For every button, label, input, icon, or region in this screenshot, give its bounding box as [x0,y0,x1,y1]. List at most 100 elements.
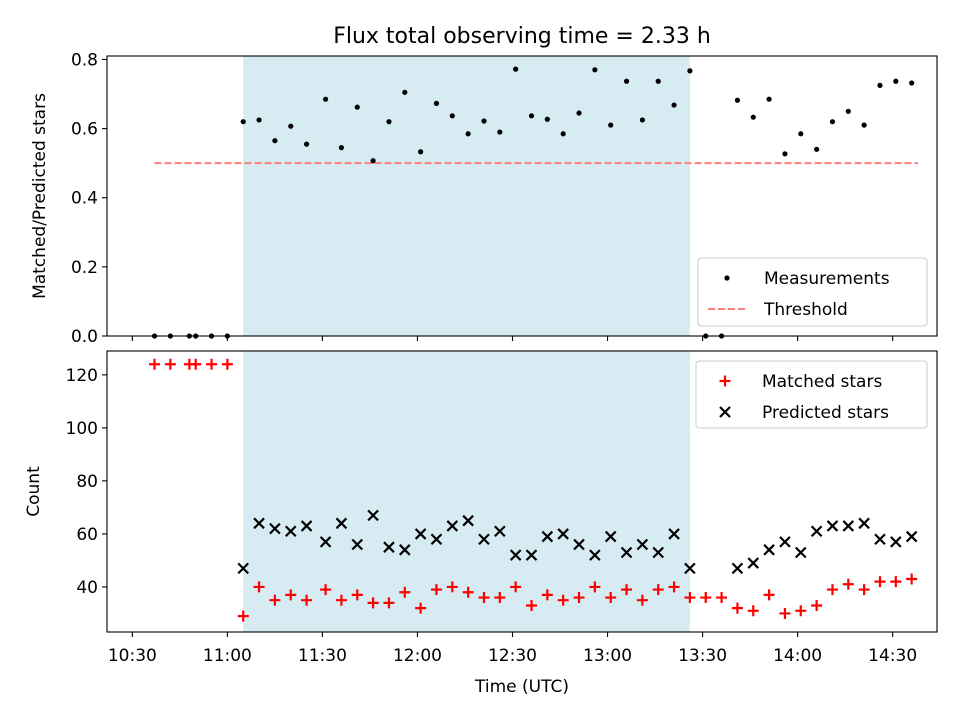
predicted-point [351,538,364,551]
predicted-point [842,520,855,532]
matched-point [149,358,161,370]
predicted-point [636,538,649,551]
matched-point [700,592,712,604]
y-tick-label: 0.0 [71,327,98,347]
measurement-point [386,119,392,125]
matched-point [811,599,823,611]
measurement-point [288,123,294,129]
predicted-point [446,520,459,532]
predicted-point [652,546,664,559]
y-tick-label: 60 [76,525,98,545]
matched-point [652,584,664,596]
predicted-point [509,549,522,561]
predicted-point [430,533,443,545]
measurement-point [845,108,851,114]
measurement-point [750,114,756,120]
predicted-point [319,536,332,548]
matched-point [874,576,886,588]
legend-box [695,360,928,429]
legend-measurement-swatch [724,275,730,281]
x-tick-label: 11:00 [203,646,252,666]
predicted-point [300,520,313,532]
predicted-point [684,562,696,575]
measurement-point [623,78,630,84]
matched-point [557,594,569,606]
top-panel: 0.0 0.2 0.4 0.6 0.8 Matched/Predicted stars Me… [30,50,938,347]
predicted-point [494,525,506,538]
matched-point [858,584,870,596]
legend-label: Matched stars [762,372,882,392]
matched-point [351,589,363,601]
matched-point [269,594,281,606]
predicted-point [810,525,823,538]
measurement-point [513,66,519,72]
measurement-point [639,117,645,123]
measurement-point [909,80,915,86]
predicted-point [462,514,474,527]
predicted-point [589,549,601,561]
matched-point [906,573,918,585]
matched-point [301,594,313,606]
matched-point [890,576,902,588]
matched-point [253,581,265,593]
y-tick-label: 80 [76,472,98,492]
matched-point [668,581,680,593]
matched-point [779,607,791,619]
observing-span [243,56,690,336]
predicted-point [763,544,775,556]
matched-point [415,602,427,614]
matched-point [510,581,522,593]
axes-frame [106,55,938,337]
predicted-point [335,517,348,530]
measurement-point [370,158,376,164]
predicted-point [668,528,680,540]
legend-label: Predicted stars [762,403,889,423]
measurement-point [544,116,550,122]
chart-title: Flux total observing time = 2.33 h [333,24,711,49]
matched-point [221,358,233,370]
measurement-point [592,67,598,73]
matched-point [164,358,176,370]
x-tick-label: 11:30 [298,646,347,666]
matched-point [478,592,490,604]
matched-point [383,597,395,609]
predicted-point [383,541,395,553]
predicted-point [541,530,554,543]
predicted-point [731,562,744,575]
y-tick-label: 120 [66,366,98,386]
legend: Measurements Threshold [697,257,928,327]
measurement-point [272,138,278,144]
legend-label: Threshold [763,300,848,320]
measurement-point [687,68,693,74]
matched-point [589,581,601,593]
measurement-point [402,89,408,95]
measurement-point [829,119,836,125]
measurement-point [766,96,772,102]
predicted-point [399,544,411,556]
matched-point [605,592,617,604]
measurement-point [338,145,345,151]
predicted-point [478,533,490,545]
matched-point [573,592,585,604]
x-tick-label: 10:30 [108,646,157,666]
x-axis-label: Time (UTC) [474,677,569,697]
measurement-point [481,118,487,124]
x-tick-label: 12:30 [488,646,537,666]
predicted-point [905,530,918,543]
y-tick-label: 0.8 [71,50,98,70]
matched-point [795,605,807,617]
matched-point [206,358,218,370]
x-tick-label: 13:00 [583,646,632,666]
matched-point [367,597,379,609]
matched-point [684,592,696,604]
y-axis-label: Count [24,466,44,517]
predicted-point [604,530,617,543]
predicted-point [573,538,585,551]
matched-point [541,589,553,601]
measurement-point [497,129,503,135]
matched-point [285,589,297,601]
legend-box [697,257,928,327]
y-tick-label: 0.2 [71,258,98,278]
measurement-point [893,78,899,84]
